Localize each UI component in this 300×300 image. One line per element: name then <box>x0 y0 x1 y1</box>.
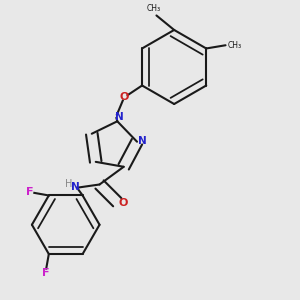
Text: CH₃: CH₃ <box>147 4 161 13</box>
Text: N: N <box>138 136 146 146</box>
Text: F: F <box>42 268 49 278</box>
Text: H: H <box>65 179 73 189</box>
Text: CH₃: CH₃ <box>227 41 241 50</box>
Text: N: N <box>115 112 123 122</box>
Text: O: O <box>120 92 129 102</box>
Text: O: O <box>118 198 128 208</box>
Text: F: F <box>26 187 33 197</box>
Text: N: N <box>71 182 80 192</box>
